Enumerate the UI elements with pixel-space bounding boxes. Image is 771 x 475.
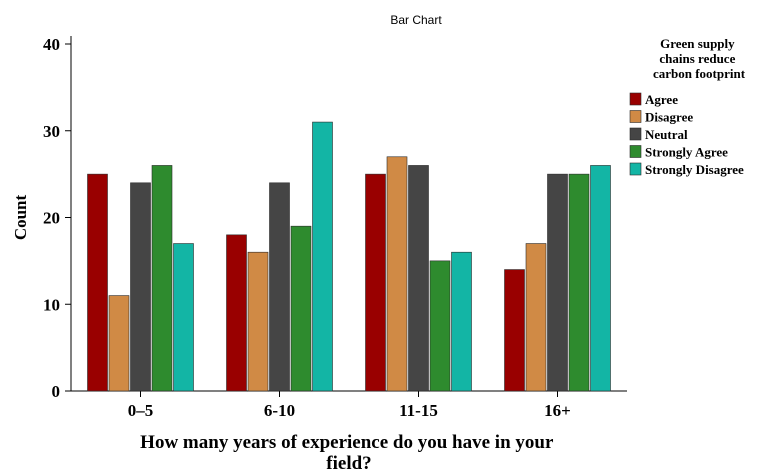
bar-16-strongly-agree: [568, 173, 590, 392]
y-tick-label: 10: [43, 295, 60, 314]
x-ticks: 0–5 6-10 11-15 16+: [128, 391, 571, 420]
x-tick-label-0-5: 0–5: [128, 401, 154, 420]
bar-16-disagree: [525, 243, 547, 392]
bars: [87, 121, 611, 392]
legend-title-line-3: carbon footprint: [653, 66, 746, 81]
bar-0-5-disagree: [108, 295, 130, 392]
legend-title: Green supply chains reduce carbon footpr…: [653, 36, 746, 81]
bar-11-15-disagree: [386, 156, 408, 392]
legend-swatch-agree: [629, 92, 642, 106]
y-tick-label: 30: [43, 122, 60, 141]
bar-11-15-neutral: [408, 165, 429, 392]
y-ticks: 0 10 20 30 40: [43, 35, 71, 401]
x-axis-label: How many years of experience do you have…: [140, 432, 558, 474]
x-axis-label-line-1: How many years of experience do you have…: [140, 432, 554, 453]
bar-0-5-neutral: [130, 182, 151, 392]
x-axis-label-line-2: field?: [326, 453, 371, 474]
bar-16-neutral: [547, 173, 568, 392]
bar-16-agree: [504, 269, 525, 392]
legend-label-strongly-disagree: Strongly Disagree: [645, 162, 744, 177]
legend-label-disagree: Disagree: [645, 110, 693, 125]
x-tick-label-16: 16+: [544, 401, 571, 420]
legend-swatch-disagree: [629, 110, 642, 123]
x-tick-label-6-10: 6-10: [264, 401, 295, 420]
legend-items: Agree Disagree Neutral Strongly Agree Strong…: [629, 92, 744, 177]
bar-0-5-strongly-disagree: [173, 243, 194, 392]
bar-6-10-neutral: [269, 182, 290, 392]
legend-title-line-1: Green supply: [660, 36, 735, 51]
legend-label-neutral: Neutral: [645, 127, 688, 142]
bar-6-10-strongly-agree: [290, 225, 312, 392]
legend-label-strongly-agree: Strongly Agree: [645, 145, 728, 160]
bar-11-15-strongly-disagree: [451, 251, 472, 392]
y-axis-label: Count: [11, 194, 30, 240]
legend-swatch-neutral: [629, 127, 642, 141]
legend: Green supply chains reduce carbon footpr…: [629, 36, 746, 177]
chart-title: Bar Chart: [390, 13, 442, 27]
y-tick-label: 40: [43, 35, 60, 54]
bar-0-5-agree: [87, 173, 108, 392]
plot-area: 0 10 20 30 40 0–5 6-10 11-15 16+: [43, 35, 627, 420]
y-tick-label: 20: [43, 209, 60, 228]
bar-11-15-strongly-agree: [429, 260, 451, 392]
bar-0-5-strongly-agree: [151, 165, 173, 392]
legend-swatch-strongly-agree: [629, 145, 642, 158]
y-tick-label: 0: [52, 382, 61, 401]
legend-swatch-strongly-disagree: [629, 162, 642, 176]
bar-6-10-agree: [226, 234, 247, 392]
legend-title-line-2: chains reduce: [659, 51, 735, 66]
legend-label-agree: Agree: [645, 92, 678, 107]
bar-11-15-agree: [365, 173, 386, 392]
bar-6-10-disagree: [247, 251, 269, 392]
x-tick-label-11-15: 11-15: [399, 401, 438, 420]
bar-16-strongly-disagree: [590, 165, 611, 392]
bar-6-10-strongly-disagree: [312, 121, 333, 392]
